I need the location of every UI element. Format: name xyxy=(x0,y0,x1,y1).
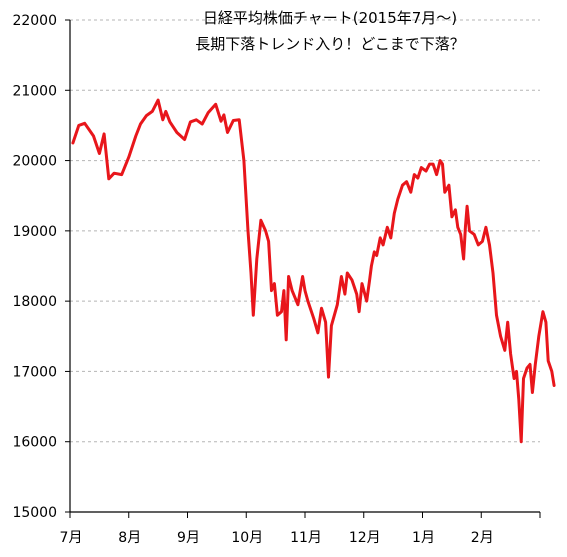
y-axis-tick-labels: 22000 21000 20000 19000 18000 17000 16000 15000 xyxy=(12,13,57,521)
y-tick-label: 18000 xyxy=(12,294,57,310)
x-tick-label: 12月 xyxy=(349,530,381,546)
chart-title-line1: 日経平均株価チャート(2015年7月～) xyxy=(203,9,457,27)
series-line xyxy=(71,98,556,444)
x-tick-label: 9月 xyxy=(177,530,200,546)
y-tick-label: 17000 xyxy=(12,364,57,380)
x-tick-label: 1月 xyxy=(412,530,435,546)
y-tick-label: 15000 xyxy=(12,505,57,521)
chart-title-line2: 長期下落トレンド入り！どこまで下落？ xyxy=(195,35,465,53)
plot-area xyxy=(65,19,541,518)
y-tick-label: 22000 xyxy=(12,13,57,29)
grid-lines xyxy=(70,19,540,443)
y-tick-label: 20000 xyxy=(12,154,57,170)
x-tick-label: 2月 xyxy=(471,530,494,546)
x-tick-label: 7月 xyxy=(60,530,83,546)
y-tick-label: 21000 xyxy=(12,83,57,99)
x-tick-label: 8月 xyxy=(118,530,141,546)
y-tick-label: 19000 xyxy=(12,224,57,240)
y-tick-label: 16000 xyxy=(12,435,57,451)
x-tick-label: 11月 xyxy=(290,530,322,546)
x-axis-tick-labels: 7月 8月 9月 10月 11月 12月 1月 2月 xyxy=(60,530,494,546)
x-tick-label: 10月 xyxy=(231,530,263,546)
